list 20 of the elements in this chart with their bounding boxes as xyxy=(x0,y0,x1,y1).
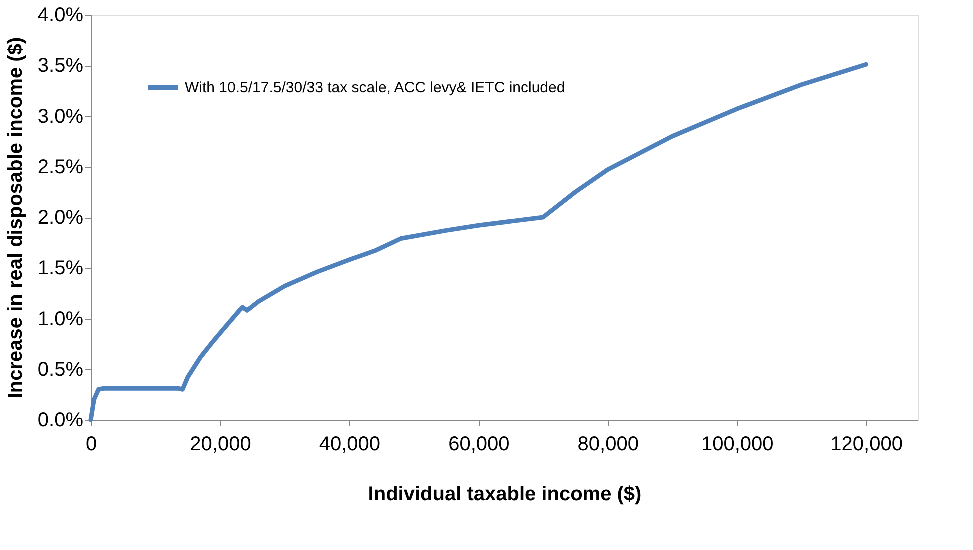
y-tick-label: 3.5% xyxy=(38,55,84,78)
x-axis-title: Individual taxable income ($) xyxy=(368,484,642,506)
x-tick-label: 60,000 xyxy=(448,434,510,456)
x-tick-label: 120,000 xyxy=(830,434,903,456)
x-tick-label: 100,000 xyxy=(701,434,774,456)
y-tick-label: 1.0% xyxy=(38,308,84,330)
y-tick-label: 4.0% xyxy=(38,4,84,26)
line-series xyxy=(88,62,869,422)
x-tick-label: 40,000 xyxy=(319,434,381,456)
y-tick-label: 2.0% xyxy=(38,207,84,229)
y-tick-label: 0.5% xyxy=(38,358,84,381)
x-tick-label: 20,000 xyxy=(190,434,252,456)
x-tick-label: 80,000 xyxy=(578,434,639,456)
y-axis-title: Increase in real disposable income ($) xyxy=(4,37,27,399)
x-tick-label: 0 xyxy=(86,434,98,456)
y-tick-label: 2.5% xyxy=(38,156,84,178)
y-tick-label: 0.0% xyxy=(38,410,84,432)
y-tick-label: 1.5% xyxy=(38,258,84,280)
legend-label: With 10.5/17.5/30/33 tax scale, ACC levy& IETC included xyxy=(185,80,566,96)
y-tick-label: 3.0% xyxy=(38,106,84,128)
